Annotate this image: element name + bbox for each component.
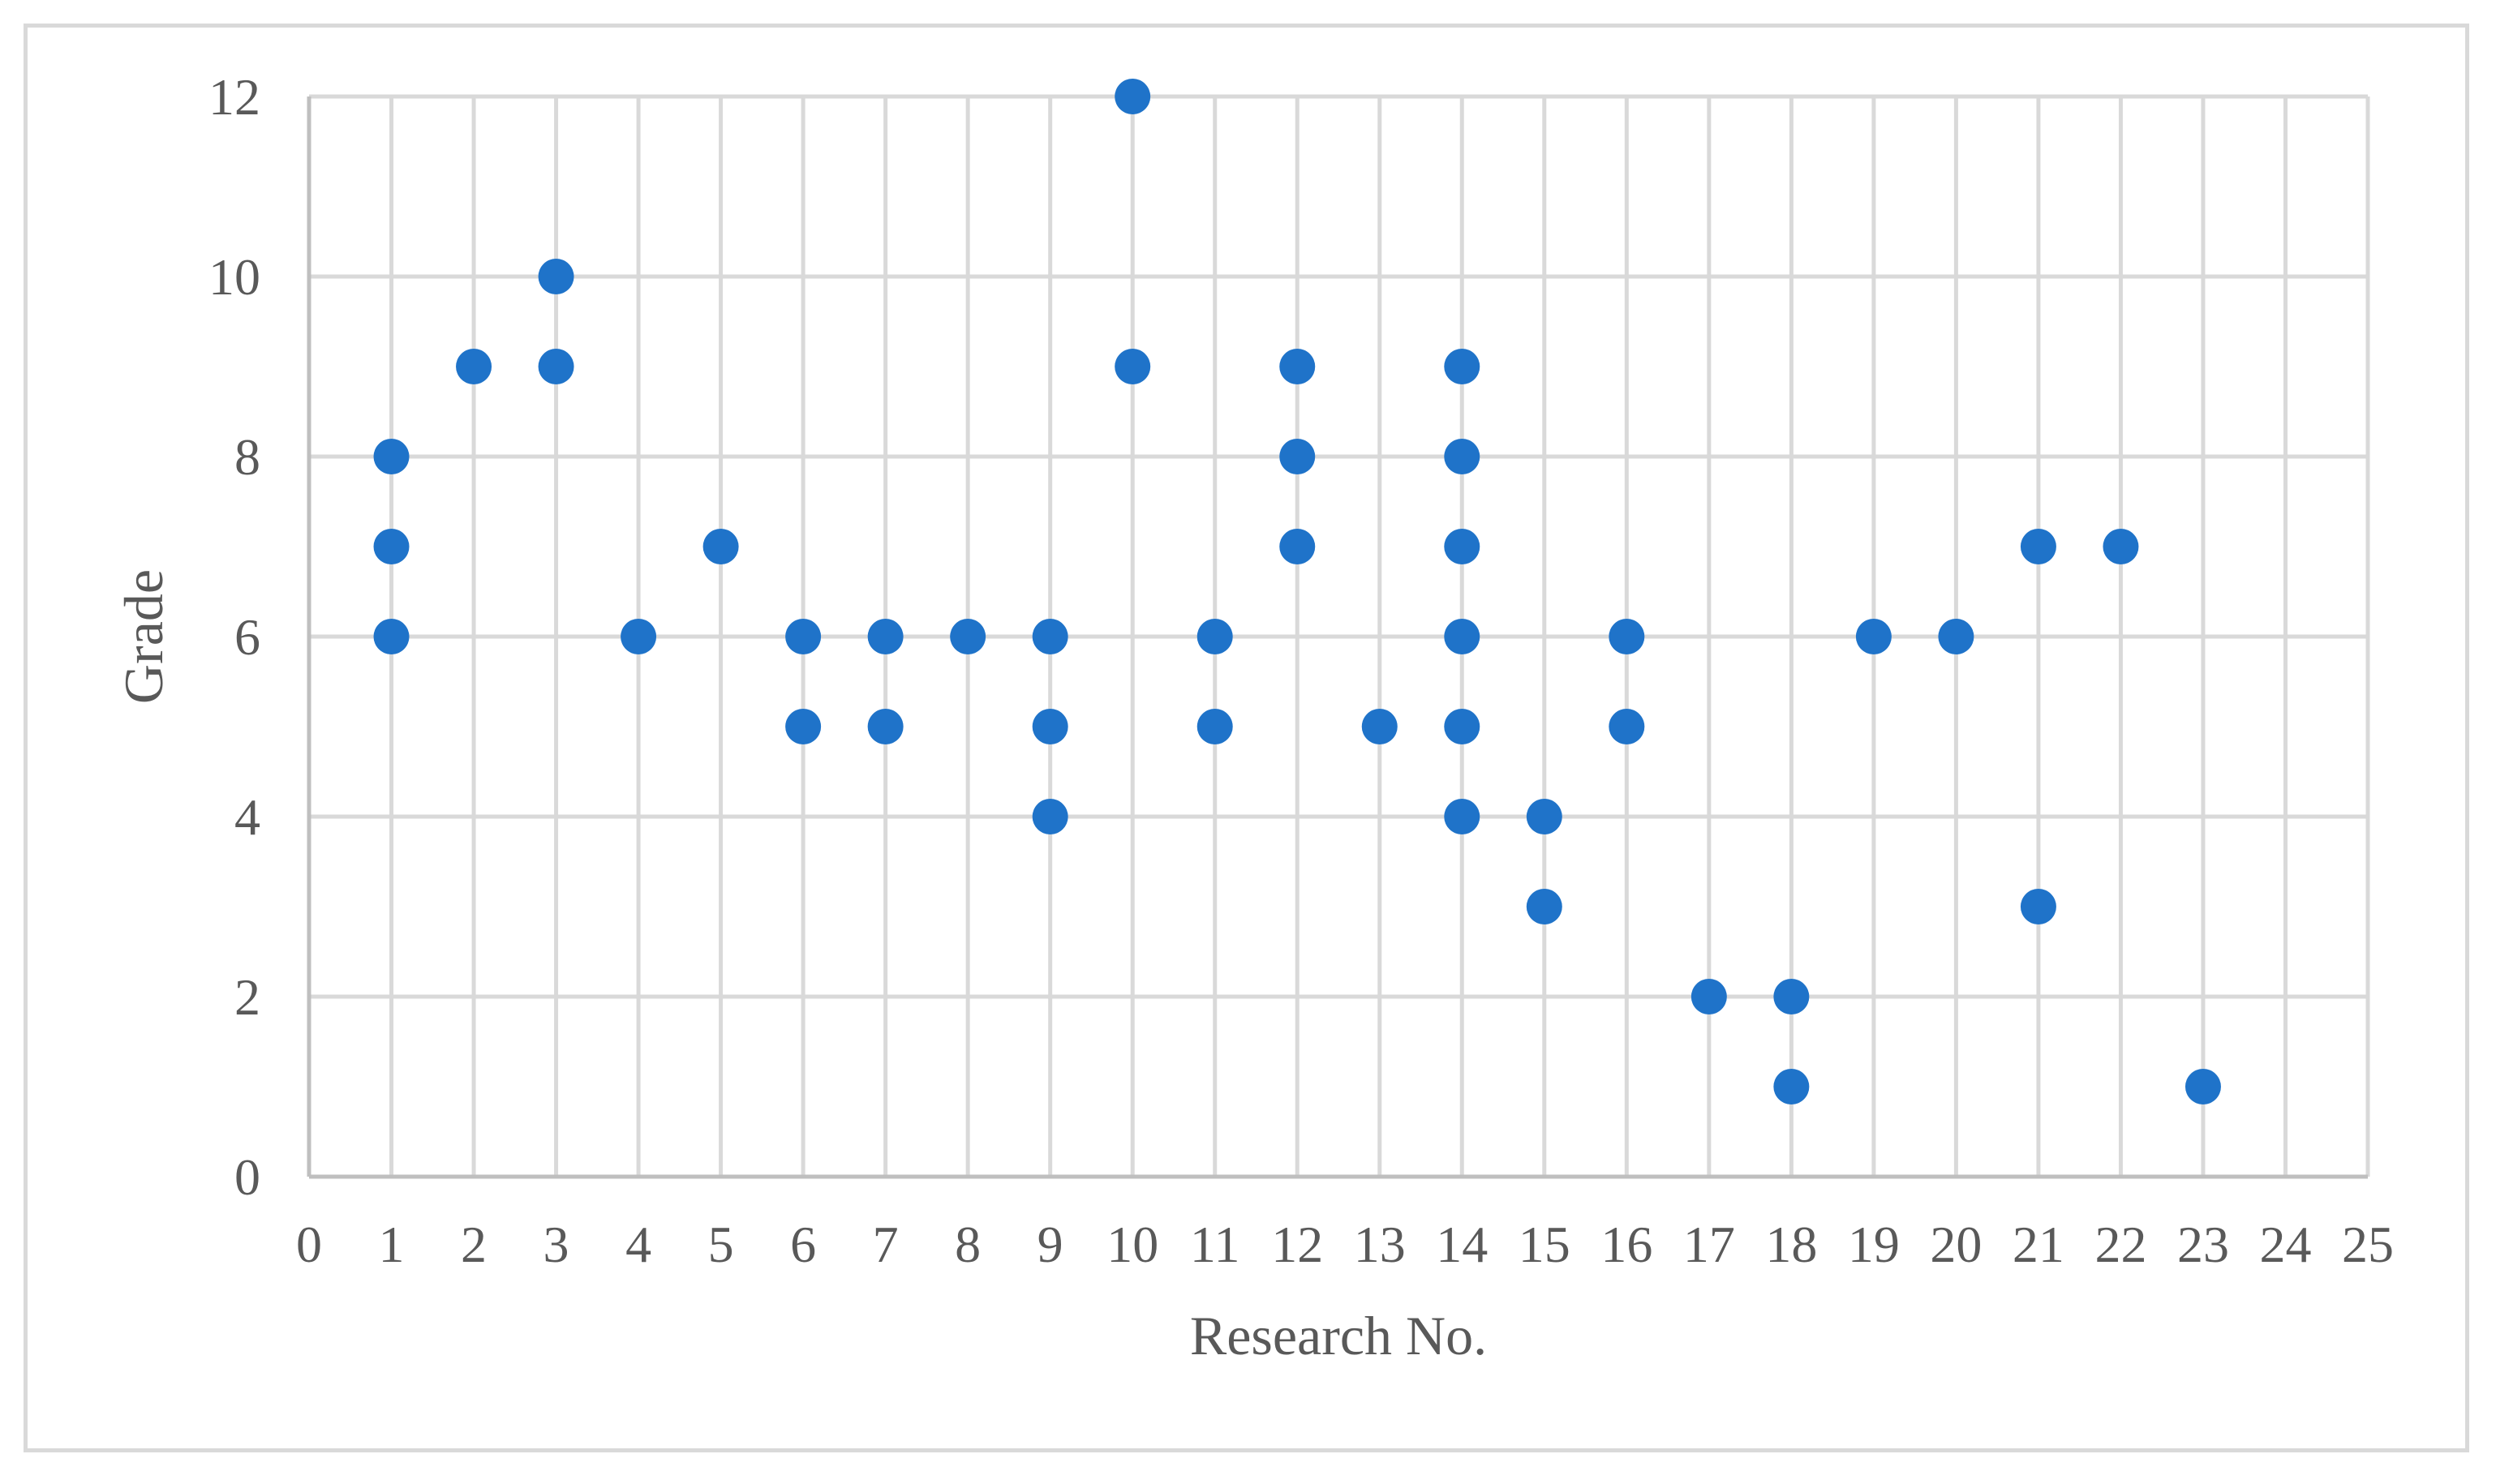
data-point: [373, 439, 410, 474]
x-tick-label: 14: [1436, 1216, 1488, 1273]
x-tick-label: 20: [1930, 1216, 1982, 1273]
data-point: [1690, 979, 1727, 1014]
x-tick-label: 18: [1765, 1216, 1817, 1273]
data-point: [2020, 529, 2056, 564]
x-tick-label: 2: [461, 1216, 487, 1273]
data-point: [621, 619, 657, 654]
data-point: [950, 619, 986, 654]
chart-frame: [24, 24, 2469, 1452]
x-tick-label: 13: [1354, 1216, 1406, 1273]
x-tick-label: 10: [1106, 1216, 1158, 1273]
data-point: [456, 349, 492, 384]
data-point: [1115, 349, 1151, 384]
horizontal-gridlines: [309, 94, 2368, 999]
data-point: [867, 619, 904, 654]
x-tick-label: 8: [955, 1216, 981, 1273]
data-point: [1444, 529, 1480, 564]
data-point: [2185, 1069, 2221, 1104]
data-point: [1196, 709, 1233, 744]
axes: [307, 97, 2368, 1179]
data-point: [2103, 529, 2139, 564]
data-point: [538, 259, 574, 294]
x-tick-label: 15: [1519, 1216, 1570, 1273]
x-tick-label: 9: [1037, 1216, 1063, 1273]
x-tick-label: 1: [379, 1216, 405, 1273]
x-tick-label: 11: [1190, 1216, 1240, 1273]
data-point: [1855, 619, 1892, 654]
x-tick-label: 7: [873, 1216, 899, 1273]
y-tick-label: 0: [234, 1148, 260, 1206]
x-tick-label: 6: [790, 1216, 816, 1273]
x-tick-label: 24: [2259, 1216, 2311, 1273]
data-point: [373, 529, 410, 564]
data-points: [373, 79, 2221, 1104]
data-point: [1032, 709, 1068, 744]
data-point: [1609, 709, 1645, 744]
x-tick-label: 17: [1683, 1216, 1735, 1273]
x-tick-label: 21: [2013, 1216, 2064, 1273]
y-tick-label: 4: [234, 788, 260, 846]
data-point: [1444, 799, 1480, 834]
data-point: [1444, 619, 1480, 654]
data-point: [785, 709, 822, 744]
data-point: [1444, 709, 1480, 744]
y-tick-label: 12: [208, 68, 260, 126]
data-point: [1115, 79, 1151, 114]
y-tick-label: 8: [234, 428, 260, 486]
data-point: [1444, 439, 1480, 474]
x-tick-label: 22: [2094, 1216, 2146, 1273]
data-point: [373, 619, 410, 654]
data-point: [1938, 619, 1974, 654]
data-point: [1444, 349, 1480, 384]
y-tick-label: 6: [234, 608, 260, 666]
data-point: [1032, 799, 1068, 834]
data-point: [1609, 619, 1645, 654]
data-point: [1279, 529, 1316, 564]
data-point: [867, 709, 904, 744]
y-tick-labels: 0 2 4 6 8 10 12: [208, 68, 260, 1206]
data-point: [1526, 889, 1562, 924]
data-point: [1526, 799, 1562, 834]
data-point: [2020, 889, 2056, 924]
x-tick-label: 23: [2177, 1216, 2229, 1273]
data-point: [785, 619, 822, 654]
x-tick-label: 4: [625, 1216, 651, 1273]
data-point: [702, 529, 739, 564]
y-tick-label: 10: [208, 248, 260, 306]
x-tick-labels: 0 1 2 3 4 5 6 7 8 9 10 11 12 13 14 15 16 17 18 19 20 21 22 23 24…: [296, 1216, 2394, 1273]
x-axis-title: Research No.: [1190, 1305, 1487, 1366]
data-point: [538, 349, 574, 384]
x-tick-label: 25: [2342, 1216, 2394, 1273]
data-point: [1279, 439, 1316, 474]
data-point: [1773, 1069, 1810, 1104]
x-tick-label: 5: [708, 1216, 734, 1273]
x-tick-label: 12: [1271, 1216, 1323, 1273]
data-point: [1196, 619, 1233, 654]
x-tick-label: 3: [543, 1216, 569, 1273]
data-point: [1361, 709, 1398, 744]
data-point: [1279, 349, 1316, 384]
data-point: [1032, 619, 1068, 654]
x-tick-label: 0: [296, 1216, 322, 1273]
x-tick-label: 19: [1848, 1216, 1900, 1273]
y-axis-title: Grade: [113, 569, 174, 704]
data-point: [1773, 979, 1810, 1014]
x-tick-label: 16: [1600, 1216, 1652, 1273]
y-tick-label: 2: [234, 968, 260, 1026]
